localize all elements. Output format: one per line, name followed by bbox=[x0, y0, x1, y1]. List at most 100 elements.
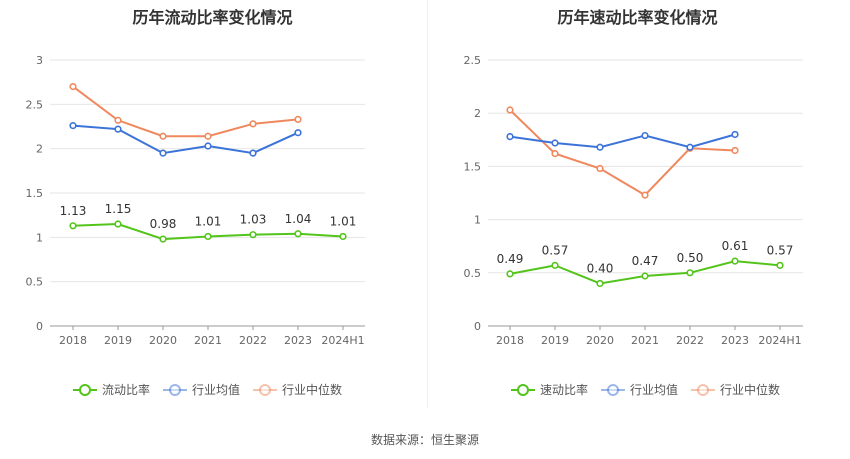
legend-marker-icon bbox=[253, 383, 278, 396]
series-line-1 bbox=[72, 124, 299, 155]
y-tick-label: 1 bbox=[474, 214, 481, 227]
legend-item-0[interactable]: 速动比率 bbox=[510, 381, 588, 398]
data-point[interactable] bbox=[114, 125, 122, 133]
y-tick-label: 0.5 bbox=[464, 267, 482, 280]
series-line-2 bbox=[72, 85, 299, 138]
quick-ratio-plot: 0 0.5 1 1.5 2 2.5 2018 2019 2020 2021 2022 2023 2024… bbox=[464, 54, 803, 347]
x-tick-label: 2020 bbox=[586, 334, 614, 347]
legend-marker-icon bbox=[511, 383, 535, 396]
data-point[interactable] bbox=[204, 232, 212, 241]
x-tick-label: 2021 bbox=[631, 334, 659, 347]
data-point[interactable] bbox=[596, 164, 604, 173]
y-tick-label: 3 bbox=[36, 54, 43, 67]
data-point[interactable] bbox=[506, 133, 514, 141]
data-label: 1.03 bbox=[240, 213, 267, 227]
data-point[interactable] bbox=[294, 115, 302, 124]
data-point[interactable] bbox=[249, 231, 257, 239]
data-point[interactable] bbox=[249, 149, 257, 157]
data-point[interactable] bbox=[204, 142, 212, 150]
data-point[interactable] bbox=[731, 130, 739, 139]
data-label: 1.13 bbox=[60, 204, 87, 218]
data-point[interactable] bbox=[641, 272, 649, 280]
data-point[interactable] bbox=[506, 106, 514, 114]
data-label: 0.57 bbox=[767, 243, 794, 257]
y-tick-label: 1 bbox=[36, 231, 43, 244]
data-label: 0.50 bbox=[677, 251, 704, 265]
data-point[interactable] bbox=[686, 143, 694, 151]
y-tick-label: 2 bbox=[474, 107, 481, 120]
x-tick-label: 2019 bbox=[104, 334, 132, 347]
data-label: 1.01 bbox=[195, 214, 222, 228]
data-point[interactable] bbox=[551, 261, 559, 269]
legend-quick-ratio: 速动比率 行业均值 行业中位数 bbox=[510, 381, 792, 398]
data-point[interactable] bbox=[69, 122, 77, 130]
x-tick-label: 2022 bbox=[239, 334, 267, 347]
legend-item-2[interactable]: 行业中位数 bbox=[690, 381, 780, 398]
y-tick-label: 0.5 bbox=[26, 276, 44, 289]
chart-title-quick-ratio: 历年速动比率变化情况 bbox=[557, 8, 718, 27]
data-point[interactable] bbox=[114, 116, 122, 124]
data-point[interactable] bbox=[731, 146, 739, 155]
x-tick-label: 2023 bbox=[721, 334, 749, 347]
data-point[interactable] bbox=[551, 150, 559, 158]
legend-item-1[interactable]: 行业均值 bbox=[162, 381, 240, 398]
x-tick-label: 2019 bbox=[541, 334, 569, 347]
legend-marker-icon bbox=[601, 383, 626, 396]
data-point[interactable] bbox=[551, 139, 559, 147]
data-label: 0.98 bbox=[150, 217, 177, 231]
series-line-1 bbox=[509, 133, 736, 149]
y-tick-label: 2.5 bbox=[26, 98, 44, 111]
x-tick-label: 2023 bbox=[284, 334, 312, 347]
current-ratio-plot: 0 0.5 1 1.5 2 2.5 3 2018 2019 2020 2021 2022 2023 202… bbox=[26, 54, 365, 347]
data-point[interactable] bbox=[339, 232, 347, 241]
y-tick-label: 2 bbox=[36, 143, 43, 156]
legend-marker-icon bbox=[691, 383, 716, 396]
data-point[interactable] bbox=[114, 220, 122, 228]
data-label: 0.57 bbox=[542, 243, 569, 257]
legend-marker-icon bbox=[163, 383, 188, 396]
data-point[interactable] bbox=[69, 82, 77, 91]
data-point[interactable] bbox=[294, 230, 302, 238]
data-point[interactable] bbox=[159, 149, 167, 157]
data-point[interactable] bbox=[596, 143, 604, 151]
legend-marker-icon bbox=[73, 383, 97, 396]
legend-current-ratio: 流动比率 行业均值 行业中位数 bbox=[72, 381, 354, 398]
data-point[interactable] bbox=[641, 191, 649, 199]
data-source-footer: 数据来源：恒生聚源 bbox=[370, 433, 479, 447]
y-tick-label: 2.5 bbox=[464, 54, 482, 67]
legend-item-2[interactable]: 行业中位数 bbox=[252, 381, 342, 398]
x-tick-label: 2022 bbox=[676, 334, 704, 347]
y-tick-label: 0 bbox=[474, 320, 481, 333]
chart-title-current-ratio: 历年流动比率变化情况 bbox=[132, 8, 293, 27]
data-point[interactable] bbox=[204, 132, 212, 140]
data-point[interactable] bbox=[294, 129, 302, 137]
x-tick-label: 2018 bbox=[59, 334, 87, 347]
data-label: 0.40 bbox=[587, 261, 614, 275]
y-tick-label: 1.5 bbox=[26, 187, 44, 200]
data-point[interactable] bbox=[249, 120, 257, 128]
legend-label: 流动比率 bbox=[102, 383, 151, 397]
data-point[interactable] bbox=[506, 270, 514, 278]
legend-label: 速动比率 bbox=[540, 383, 589, 397]
legend-label: 行业均值 bbox=[630, 383, 679, 397]
data-point[interactable] bbox=[596, 279, 604, 288]
legend-item-0[interactable]: 流动比率 bbox=[72, 381, 150, 398]
data-point[interactable] bbox=[159, 132, 167, 140]
data-label: 1.15 bbox=[105, 202, 132, 216]
legend-label: 行业均值 bbox=[192, 383, 241, 397]
data-point[interactable] bbox=[731, 257, 739, 265]
data-label: 1.01 bbox=[330, 214, 357, 228]
data-point[interactable] bbox=[641, 131, 649, 140]
x-tick-label: 2018 bbox=[496, 334, 524, 347]
data-point[interactable] bbox=[69, 222, 77, 230]
y-tick-label: 0 bbox=[36, 320, 43, 333]
legend-item-1[interactable]: 行业均值 bbox=[600, 381, 678, 398]
panel-divider bbox=[427, 0, 428, 408]
series-line-2 bbox=[509, 109, 736, 197]
data-point[interactable] bbox=[776, 261, 784, 269]
data-point[interactable] bbox=[159, 235, 167, 243]
x-tick-label: 2024H1 bbox=[321, 334, 364, 347]
y-tick-label: 1.5 bbox=[464, 160, 482, 173]
data-point[interactable] bbox=[686, 269, 694, 277]
data-label: 0.61 bbox=[722, 239, 749, 253]
